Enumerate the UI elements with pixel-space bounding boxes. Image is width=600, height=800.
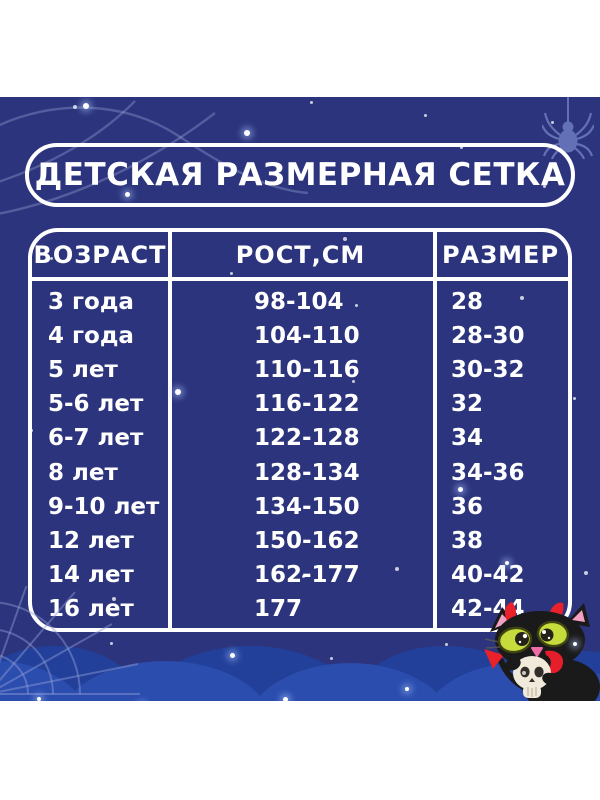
star-icon bbox=[355, 304, 358, 307]
age-cell: 14 лет bbox=[48, 561, 134, 588]
age-cell: 6-7 лет bbox=[48, 425, 144, 452]
table-row: 5-6 лет 116-122 32 bbox=[32, 387, 568, 421]
height-cell: 162-177 bbox=[254, 561, 360, 588]
column-divider bbox=[433, 232, 437, 628]
table-row: 9-10 лет 134-150 36 bbox=[32, 490, 568, 524]
height-cell: 104-110 bbox=[254, 323, 360, 350]
height-cell: 134-150 bbox=[254, 493, 360, 520]
star-icon bbox=[50, 257, 53, 260]
size-cell: 28-30 bbox=[451, 323, 525, 350]
star-icon bbox=[112, 597, 116, 601]
star-icon bbox=[458, 487, 463, 492]
size-cell: 34 bbox=[451, 425, 484, 452]
age-cell: 9-10 лет bbox=[48, 493, 160, 520]
table-row: 12 лет 150-162 38 bbox=[32, 524, 568, 558]
star-icon bbox=[424, 114, 427, 117]
age-cell: 12 лет bbox=[48, 527, 134, 554]
star-icon bbox=[551, 121, 554, 124]
size-cell: 32 bbox=[451, 391, 484, 418]
star-icon bbox=[73, 105, 77, 109]
size-cell: 36 bbox=[451, 493, 484, 520]
skull-icon bbox=[513, 656, 551, 698]
table-row: 3 года 98-104 28 bbox=[32, 285, 568, 319]
table-row: 6-7 лет 122-128 34 bbox=[32, 421, 568, 455]
table-body: 3 года 98-104 28 4 года 104-110 28-30 5 лет 110… bbox=[32, 281, 568, 628]
spider-web-icon bbox=[0, 586, 140, 695]
devil-cat-with-skull-icon bbox=[484, 602, 600, 701]
star-icon bbox=[302, 575, 305, 578]
star-icon bbox=[37, 697, 41, 701]
star-icon bbox=[330, 657, 333, 660]
star-icon bbox=[83, 103, 89, 109]
star-icon bbox=[543, 185, 546, 188]
age-cell: 4 года bbox=[48, 323, 134, 350]
age-cell: 16 лет bbox=[48, 595, 134, 622]
table-row: 4 года 104-110 28-30 bbox=[32, 319, 568, 353]
height-cell: 177 bbox=[254, 595, 303, 622]
star-icon bbox=[480, 277, 483, 280]
column-header-size: РАЗМЕР bbox=[441, 240, 560, 269]
star-icon bbox=[573, 397, 576, 400]
size-cell: 38 bbox=[451, 527, 484, 554]
star-icon bbox=[343, 237, 347, 241]
star-icon bbox=[584, 571, 588, 575]
height-cell: 128-134 bbox=[254, 459, 360, 486]
size-chart-poster: ДЕТСКАЯ РАЗМЕРНАЯ СЕТКА ВОЗРАСТ РОСТ,СМ … bbox=[0, 97, 600, 701]
table-header-row: ВОЗРАСТ РОСТ,СМ РАЗМЕР bbox=[32, 232, 568, 281]
star-icon bbox=[58, 475, 61, 478]
age-cell: 8 лет bbox=[48, 459, 118, 486]
star-icon bbox=[280, 337, 283, 340]
page-title: ДЕТСКАЯ РАЗМЕРНАЯ СЕТКА bbox=[25, 143, 575, 207]
age-cell: 5-6 лет bbox=[48, 391, 144, 418]
star-icon bbox=[505, 561, 509, 565]
height-cell: 150-162 bbox=[254, 527, 360, 554]
star-icon bbox=[395, 567, 399, 571]
spider-web-icon bbox=[0, 100, 309, 215]
cat-eyes bbox=[497, 620, 570, 654]
size-cell: 34-36 bbox=[451, 459, 525, 486]
star-icon bbox=[175, 389, 181, 395]
star-icon bbox=[283, 697, 288, 701]
age-cell: 3 года bbox=[48, 289, 134, 316]
table-row: 5 лет 110-116 30-32 bbox=[32, 353, 568, 387]
star-icon bbox=[445, 643, 448, 646]
star-icon bbox=[110, 642, 113, 645]
star-icon bbox=[230, 272, 233, 275]
tail-arrow-tip bbox=[484, 649, 504, 669]
height-cell: 110-116 bbox=[254, 357, 360, 384]
table-row: 14 лет 162-177 40-42 bbox=[32, 558, 568, 592]
column-header-height: РОСТ,СМ bbox=[235, 240, 366, 269]
size-cell: 40-42 bbox=[451, 561, 525, 588]
star-icon bbox=[244, 130, 250, 136]
star-icon bbox=[310, 101, 313, 104]
height-cell: 116-122 bbox=[254, 391, 360, 418]
title-text: ДЕТСКАЯ РАЗМЕРНАЯ СЕТКА bbox=[34, 157, 566, 193]
age-cell: 5 лет bbox=[48, 357, 118, 384]
star-icon bbox=[573, 642, 577, 646]
star-icon bbox=[520, 296, 524, 300]
star-icon bbox=[125, 192, 130, 197]
column-divider bbox=[168, 232, 172, 628]
table-row: 8 лет 128-134 34-36 bbox=[32, 455, 568, 489]
star-icon bbox=[30, 429, 33, 432]
size-table: ВОЗРАСТ РОСТ,СМ РАЗМЕР 3 года 98-104 28 4 г… bbox=[28, 228, 572, 632]
star-icon bbox=[352, 380, 355, 383]
size-cell: 30-32 bbox=[451, 357, 525, 384]
size-cell: 28 bbox=[451, 289, 484, 316]
height-cell: 98-104 bbox=[254, 289, 344, 316]
star-icon bbox=[405, 687, 409, 691]
star-icon bbox=[460, 146, 463, 149]
star-icon bbox=[95, 302, 98, 305]
star-icon bbox=[522, 671, 526, 675]
column-header-age: ВОЗРАСТ bbox=[33, 240, 167, 269]
height-cell: 122-128 bbox=[254, 425, 360, 452]
table-row: 16 лет 177 42-44 bbox=[32, 592, 568, 626]
star-icon bbox=[230, 653, 235, 658]
